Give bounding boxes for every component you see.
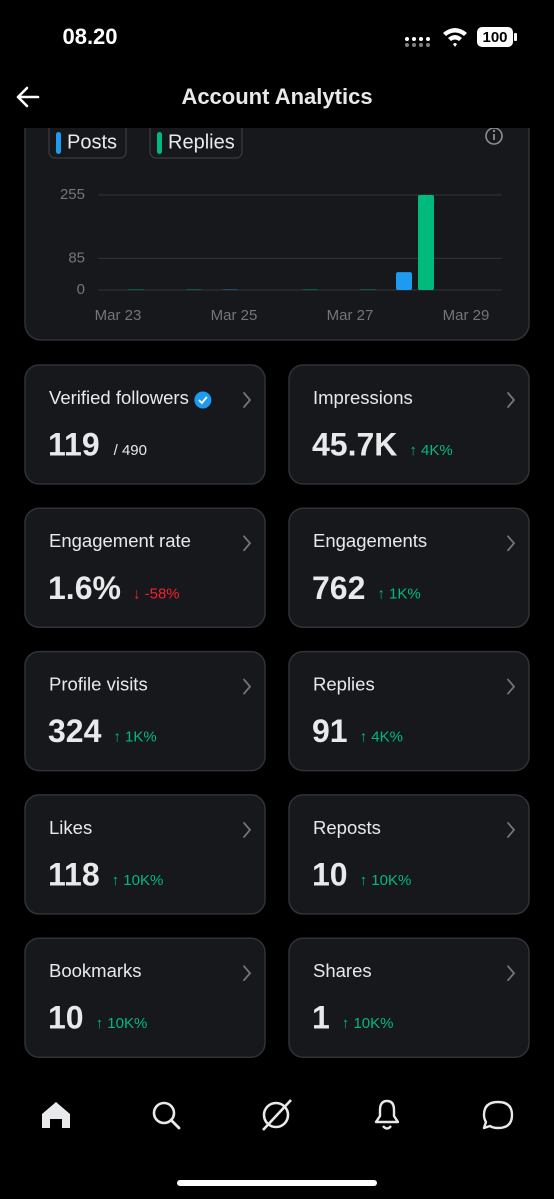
card-change: ↓ -58%	[133, 585, 180, 602]
x-tick-label: Mar 25	[211, 307, 258, 324]
chevron	[507, 392, 516, 408]
chevron	[243, 535, 252, 552]
chevron	[243, 965, 252, 982]
card-label: Shares	[313, 960, 372, 981]
card-bg	[24, 364, 266, 485]
legend-label: Replies	[168, 131, 235, 153]
card-change: ↑ 1K%	[113, 729, 156, 746]
metric-card[interactable]: Bookmarks 10 ↑ 10K%	[24, 937, 266, 1058]
card-value: 119	[48, 426, 100, 462]
x-tick-label: Mar 27	[327, 307, 374, 324]
card-bg	[288, 507, 530, 629]
card-label: Profile visits	[49, 673, 148, 694]
nav-notifications[interactable]	[374, 1099, 400, 1130]
card-change: ↑ 1K%	[377, 585, 420, 602]
y-tick-label: 85	[68, 249, 85, 266]
metric-card[interactable]: Likes 118 ↑ 10K%	[24, 794, 266, 915]
card-value: 762	[312, 570, 365, 606]
info-icon-dot	[492, 129, 496, 133]
card-label: Reposts	[313, 817, 381, 838]
status-time: 08.20	[62, 24, 117, 49]
card-label: Likes	[49, 817, 92, 838]
legend-label: Posts	[67, 131, 117, 153]
nav-home[interactable]	[42, 1102, 70, 1128]
card-change: ↑ 10K%	[112, 872, 164, 889]
wifi-icon	[443, 28, 467, 47]
verified-check	[198, 396, 208, 405]
metric-card[interactable]: Shares 1 ↑ 10K%	[288, 937, 530, 1058]
card-change: ↑ 10K%	[96, 1015, 148, 1032]
card-bg	[288, 364, 530, 485]
battery-tip	[514, 33, 517, 41]
header: 08.20 100 Account Analytics	[0, 0, 554, 128]
x-tick-label: Mar 29	[443, 307, 490, 324]
legend-swatch	[56, 132, 61, 154]
chevron	[507, 535, 516, 552]
nav-grok[interactable]	[262, 1099, 292, 1131]
metric-card[interactable]: Reposts 10 ↑ 10K%	[288, 794, 530, 915]
y-tick-label: 255	[60, 186, 85, 203]
nav-search[interactable]	[152, 1101, 181, 1130]
legend-swatch	[157, 132, 162, 154]
chevron	[507, 965, 516, 982]
chart-card: 0 85 255 Mar 23 Mar 25 Mar 27 Mar 29 Posts Repli…	[24, 89, 530, 341]
metric-card[interactable]: Profile visits 324 ↑ 1K%	[24, 650, 266, 772]
metric-card[interactable]: Impressions 45.7K ↑ 4K%	[288, 364, 530, 485]
card-value: 91	[312, 713, 348, 749]
y-tick-label: 0	[77, 281, 85, 298]
nav-messages[interactable]	[482, 1100, 514, 1130]
bar	[396, 272, 412, 290]
card-value: 118	[48, 856, 100, 892]
metric-cards: Verified followers 119 / 490 Impressions 45.…	[24, 364, 530, 1058]
metric-card[interactable]: Replies 91 ↑ 4K%	[288, 650, 530, 772]
card-total: / 490	[114, 442, 147, 459]
card-bg	[24, 937, 266, 1058]
card-value: 324	[48, 713, 102, 749]
card-change: ↑ 10K%	[342, 1015, 394, 1032]
card-label: Verified followers	[49, 387, 189, 408]
card-bg	[24, 507, 266, 629]
card-value: 45.7K	[312, 426, 397, 462]
battery-level: 100	[482, 29, 507, 46]
battery-icon	[477, 27, 513, 47]
card-bg	[24, 650, 266, 772]
card-value: 1.6%	[48, 570, 121, 606]
page-title: Account Analytics	[181, 84, 372, 109]
bar	[418, 195, 434, 290]
card-bg	[288, 650, 530, 772]
metric-card[interactable]: Engagement rate 1.6% ↓ -58%	[24, 507, 266, 629]
chevron	[507, 822, 516, 838]
chevron	[243, 392, 252, 408]
card-bg	[288, 794, 530, 915]
back-button[interactable]	[16, 86, 40, 108]
card-bg	[288, 937, 530, 1058]
card-change: ↑ 4K%	[409, 442, 452, 459]
card-label: Engagements	[313, 530, 427, 551]
chevron	[507, 678, 516, 695]
home-indicator	[177, 1180, 377, 1186]
verified-badge	[194, 391, 212, 409]
card-label: Impressions	[313, 387, 413, 408]
chevron	[243, 822, 252, 838]
card-label: Engagement rate	[49, 530, 191, 551]
card-change: ↑ 10K%	[360, 872, 412, 889]
card-bg	[24, 794, 266, 915]
card-value: 1	[312, 1000, 330, 1036]
metric-card[interactable]: Verified followers 119 / 490	[24, 364, 266, 485]
card-value: 10	[312, 856, 348, 892]
card-label: Bookmarks	[49, 960, 142, 981]
card-value: 10	[48, 1000, 84, 1036]
card-label: Replies	[313, 673, 375, 694]
chevron	[243, 678, 252, 695]
metric-card[interactable]: Engagements 762 ↑ 1K%	[288, 507, 530, 629]
header-bg	[0, 0, 554, 128]
card-change: ↑ 4K%	[360, 729, 403, 746]
x-tick-label: Mar 23	[95, 307, 142, 324]
bottom-nav	[42, 1099, 514, 1186]
signal-icon	[405, 37, 430, 47]
